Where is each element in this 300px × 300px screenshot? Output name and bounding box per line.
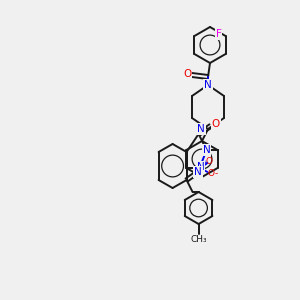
Text: O: O (183, 69, 191, 79)
Text: +: + (202, 160, 208, 166)
Text: O: O (212, 119, 220, 129)
Text: CH₃: CH₃ (190, 236, 207, 244)
Text: N: N (196, 162, 204, 172)
Text: N: N (203, 145, 211, 155)
Text: N: N (204, 80, 212, 90)
Text: N: N (203, 145, 211, 155)
Text: O: O (208, 169, 215, 178)
Text: N: N (194, 167, 202, 177)
Text: N: N (197, 124, 205, 134)
Text: F: F (216, 29, 221, 39)
Text: -: - (215, 169, 218, 178)
Text: O: O (206, 157, 213, 166)
